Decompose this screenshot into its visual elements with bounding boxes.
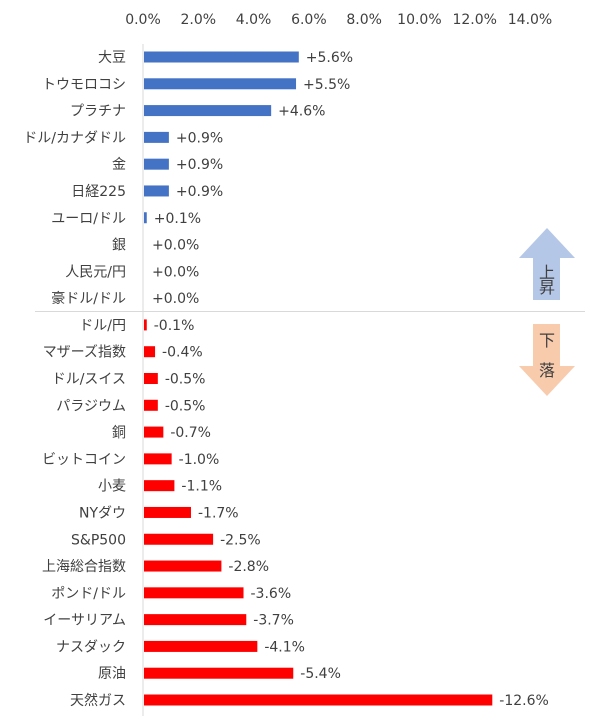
data-label: +4.6% [278, 104, 325, 120]
category-label: マザーズ指数 [43, 345, 126, 361]
up-arrow-icon [519, 228, 575, 300]
bar [144, 158, 169, 170]
bar [144, 533, 214, 545]
data-label: +5.6% [306, 50, 353, 66]
category-label: ナスダック [56, 639, 126, 655]
data-label: +0.9% [176, 184, 223, 200]
category-label: 大豆 [98, 50, 126, 66]
bar [144, 587, 244, 599]
down-arrow-icon [519, 324, 575, 396]
bar [144, 212, 147, 224]
category-label: 上海総合指数 [42, 559, 126, 575]
data-label: -0.7% [170, 425, 211, 441]
x-tick-label: 12.0% [452, 12, 496, 28]
category-label: 銅 [112, 425, 126, 441]
category-label: パラジウム [56, 398, 126, 414]
data-label: -1.0% [179, 452, 220, 468]
bar [144, 614, 247, 626]
bar [144, 51, 299, 63]
bar [144, 667, 294, 679]
x-tick-label: 14.0% [508, 12, 552, 28]
x-tick-label: 0.0% [125, 12, 161, 28]
category-label: 原油 [98, 666, 126, 682]
category-label: プラチナ [70, 104, 126, 120]
category-label: 銀 [112, 238, 126, 254]
data-label: -12.6% [499, 693, 549, 709]
bar [144, 346, 156, 358]
bar [144, 105, 272, 117]
data-label: -2.8% [228, 559, 269, 575]
bar [144, 560, 222, 572]
category-label: 天然ガス [70, 692, 126, 709]
category-label: ドル/スイス [52, 372, 126, 388]
x-tick-label: 10.0% [397, 12, 441, 28]
data-label: +0.0% [152, 291, 199, 307]
x-tick-label: 6.0% [291, 12, 327, 28]
category-label: ユーロ/ドル [51, 211, 126, 227]
data-label: +0.9% [176, 157, 223, 173]
data-label: -0.4% [162, 345, 203, 361]
x-tick-label: 4.0% [236, 12, 272, 28]
category-label: トウモロコシ [42, 77, 126, 93]
data-label: -1.7% [198, 505, 239, 521]
data-label: +0.1% [154, 211, 201, 227]
x-tick-label: 8.0% [346, 12, 382, 28]
data-label: +0.9% [176, 130, 223, 146]
data-label: +0.0% [152, 264, 199, 280]
category-label: 豪ドル/ドル [51, 291, 126, 307]
category-label: イーサリアム [43, 613, 126, 629]
data-label: -0.1% [154, 318, 195, 334]
data-label: -3.7% [253, 613, 294, 629]
bar [144, 480, 175, 492]
bar [144, 185, 169, 197]
down-arrow-label: 落 [539, 361, 555, 380]
bar [144, 319, 147, 331]
bar [144, 453, 172, 465]
bar [144, 640, 258, 652]
data-label: +0.0% [152, 238, 199, 254]
category-label: ドル/カナダドル [23, 130, 126, 146]
category-label: 人民元/円 [65, 264, 126, 280]
category-label: NYダウ [79, 505, 126, 521]
data-label: -2.5% [220, 532, 261, 548]
category-label: ビットコイン [42, 452, 126, 468]
category-label: ポンド/ドル [51, 586, 126, 602]
bar [144, 694, 493, 706]
data-label: -3.6% [251, 586, 292, 602]
category-label: S&P500 [71, 532, 126, 548]
data-label: -5.4% [300, 666, 341, 682]
data-label: -4.1% [264, 639, 305, 655]
bar [144, 426, 164, 438]
data-label: -0.5% [165, 372, 206, 388]
x-tick-label: 2.0% [180, 12, 216, 28]
down-arrow-label: 下 [539, 331, 555, 350]
bar [144, 373, 158, 384]
category-label: 金 [112, 157, 126, 173]
category-label: 日経225 [71, 184, 126, 200]
data-label: -1.1% [181, 479, 222, 495]
bar [144, 399, 158, 411]
up-arrow-label: 昇 [539, 278, 555, 297]
data-label: -0.5% [165, 398, 206, 414]
category-label: ドル/円 [79, 318, 126, 334]
data-label: +5.5% [303, 77, 350, 93]
up-arrow-label: 上 [539, 263, 555, 282]
bar [144, 131, 169, 143]
bar [144, 78, 297, 90]
bar [144, 506, 191, 518]
category-label: 小麦 [98, 479, 126, 495]
